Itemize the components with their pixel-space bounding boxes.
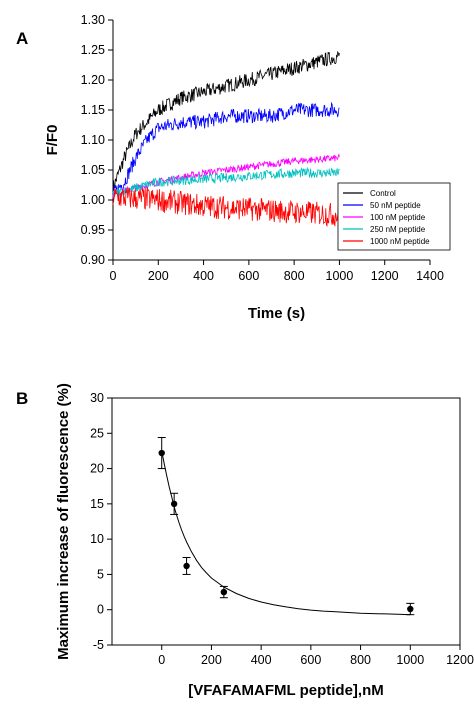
panel-a-label: A xyxy=(16,29,28,48)
panel-b-fit-curve xyxy=(161,450,411,616)
panel-b-x-tick-label: 1000 xyxy=(396,653,424,667)
panel-a-series-line xyxy=(112,50,340,196)
data-marker xyxy=(407,605,414,613)
panel-b-y-tick-label: 5 xyxy=(97,567,104,581)
panel-a-x-tick-label: 800 xyxy=(284,269,305,283)
panel-a-y-tick-label: 1.05 xyxy=(81,163,105,177)
panel-b-y-tick-label: 0 xyxy=(97,603,104,617)
panel-b-x-tick-label: 1200 xyxy=(446,653,474,667)
panel-b: B -5 0 5 10 15 20 25 30 0 200 400 600 800 1000 1200 [V… xyxy=(16,383,474,699)
panel-a-x-tick-label: 0 xyxy=(110,269,117,283)
panel-a-x-tick-label: 200 xyxy=(148,269,169,283)
panel-a-legend-entry: Control xyxy=(370,189,396,198)
panel-a-legend-entry: 250 nM peptide xyxy=(370,225,426,234)
panel-a: A 0.90 0.95 1.00 1.05 1.10 1.15 1.20 1.25 1.30 0 2… xyxy=(16,13,451,322)
panel-b-y-tick-label: 15 xyxy=(90,497,104,511)
data-marker xyxy=(158,449,165,457)
panel-a-y-tick-label: 0.95 xyxy=(81,223,105,237)
panel-a-legend-entry: 100 nM peptide xyxy=(370,213,426,222)
panel-b-x-tick-label: 400 xyxy=(251,653,272,667)
panel-b-data-points xyxy=(157,437,415,616)
panel-a-series-line xyxy=(112,187,340,228)
panel-b-data-point xyxy=(182,556,191,575)
panel-a-series-line xyxy=(112,166,340,198)
panel-b-x-tick-label: 600 xyxy=(300,653,321,667)
data-marker xyxy=(220,588,228,596)
data-marker xyxy=(170,500,178,508)
panel-a-y-tick-label: 1.20 xyxy=(81,73,105,87)
panel-b-x-tick-label: 200 xyxy=(201,653,222,667)
panel-b-y-axis-title: Maximum increase of fluorescence (%) xyxy=(55,383,72,660)
panel-a-x-tick-label: 1000 xyxy=(326,269,354,283)
panel-a-legend-entry: 1000 nM peptide xyxy=(370,237,430,246)
panel-a-series-line xyxy=(112,101,340,197)
panel-a-x-tick-label: 1400 xyxy=(416,269,444,283)
panel-a-y-tick-label: 1.30 xyxy=(81,13,105,27)
panel-b-ticks: -5 0 5 10 15 20 25 30 0 200 400 600 800 1000 1200 xyxy=(90,391,474,667)
panel-a-y-tick-label: 1.15 xyxy=(81,103,105,117)
panel-a-y-tick-label: 1.00 xyxy=(81,193,105,207)
panel-b-plot-frame xyxy=(111,397,461,646)
panel-a-y-tick-label: 1.25 xyxy=(81,43,105,57)
panel-b-y-tick-label: -5 xyxy=(93,638,104,652)
panel-a-y-tick-label: 0.90 xyxy=(81,253,105,267)
panel-a-x-axis-title: Time (s) xyxy=(248,305,305,322)
panel-a-legend-entry: 50 nM peptide xyxy=(370,201,421,210)
panel-b-x-axis-title: [VFAFAMAFML peptide],nM xyxy=(188,682,384,699)
panel-b-data-point xyxy=(406,602,415,616)
panel-a-x-tick-label: 600 xyxy=(238,269,259,283)
panel-b-x-tick-label: 800 xyxy=(350,653,371,667)
panel-a-legend: Control 50 nM peptide 100 nM peptide 250 nM… xyxy=(337,182,451,251)
panel-a-y-axis-title: F/F0 xyxy=(44,125,61,156)
panel-b-y-tick-label: 25 xyxy=(90,426,104,440)
panel-b-y-tick-label: 30 xyxy=(90,391,104,405)
panel-b-y-tick-label: 20 xyxy=(90,462,104,476)
panel-b-x-tick-label: 0 xyxy=(158,653,165,667)
data-marker xyxy=(183,562,190,570)
panel-a-y-tick-label: 1.10 xyxy=(81,133,105,147)
panel-a-x-tick-label: 1200 xyxy=(371,269,399,283)
panel-b-data-point xyxy=(157,437,166,470)
panel-b-y-tick-label: 10 xyxy=(90,532,104,546)
panel-b-data-point xyxy=(170,492,179,515)
panel-a-ticks: 0.90 0.95 1.00 1.05 1.10 1.15 1.20 1.25 1.30 0 200… xyxy=(81,13,444,283)
panel-a-series-group xyxy=(112,50,340,228)
panel-b-data-point xyxy=(219,585,228,599)
panel-a-x-tick-label: 400 xyxy=(193,269,214,283)
panel-b-label: B xyxy=(16,389,28,408)
